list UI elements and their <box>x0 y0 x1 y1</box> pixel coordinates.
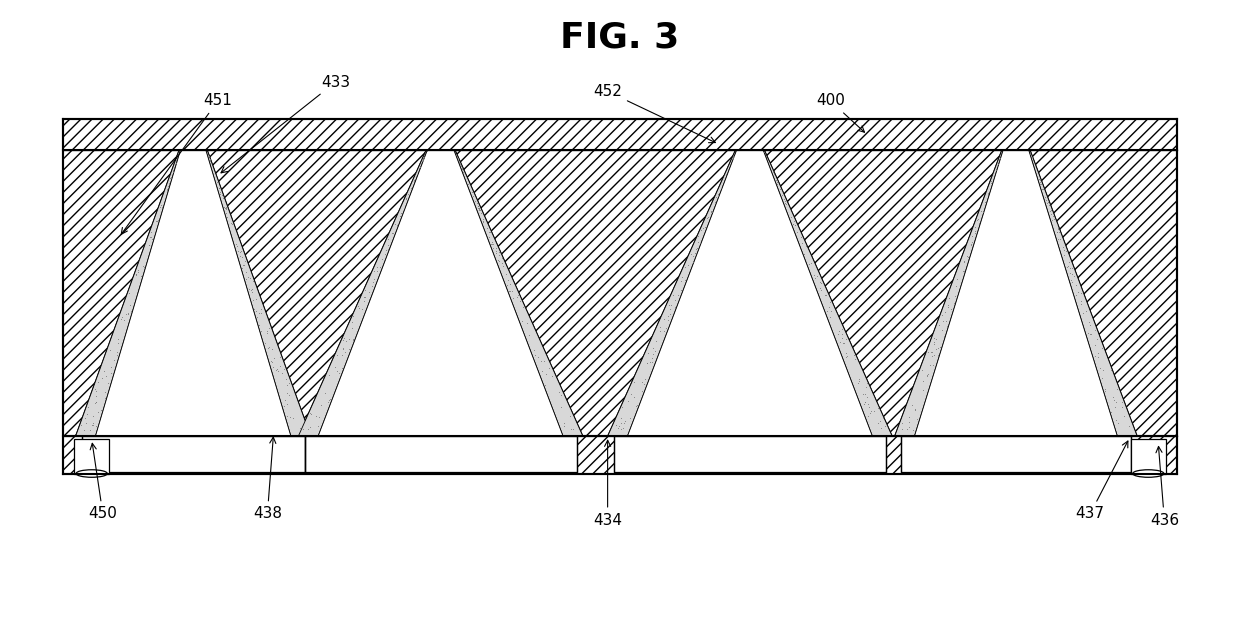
Polygon shape <box>761 145 893 436</box>
Polygon shape <box>627 145 873 436</box>
Text: 434: 434 <box>593 441 622 528</box>
Polygon shape <box>608 145 893 436</box>
Polygon shape <box>895 145 1004 436</box>
Polygon shape <box>895 145 1137 436</box>
Text: 433: 433 <box>221 75 350 173</box>
Polygon shape <box>76 145 182 436</box>
Polygon shape <box>1131 439 1166 474</box>
Text: FIG. 3: FIG. 3 <box>560 20 680 54</box>
Polygon shape <box>305 436 577 472</box>
Polygon shape <box>76 145 311 436</box>
Polygon shape <box>63 150 1177 436</box>
Polygon shape <box>63 436 1177 474</box>
Text: 437: 437 <box>1075 441 1128 522</box>
Polygon shape <box>205 145 311 436</box>
Text: 438: 438 <box>253 437 281 522</box>
Text: 451: 451 <box>122 93 232 234</box>
Ellipse shape <box>76 470 108 477</box>
Polygon shape <box>1027 145 1137 436</box>
Polygon shape <box>74 439 109 474</box>
Polygon shape <box>608 145 738 436</box>
Polygon shape <box>914 145 1117 436</box>
Polygon shape <box>900 436 1131 472</box>
Polygon shape <box>319 145 563 436</box>
Polygon shape <box>95 145 291 436</box>
Polygon shape <box>299 145 583 436</box>
Polygon shape <box>82 436 305 472</box>
Polygon shape <box>614 436 887 472</box>
Ellipse shape <box>1132 470 1164 477</box>
Polygon shape <box>299 145 429 436</box>
Polygon shape <box>63 119 1177 150</box>
Text: 436: 436 <box>1149 446 1179 528</box>
Polygon shape <box>453 145 583 436</box>
Text: 450: 450 <box>88 443 118 522</box>
Text: 400: 400 <box>816 93 864 132</box>
Text: 452: 452 <box>593 84 715 143</box>
